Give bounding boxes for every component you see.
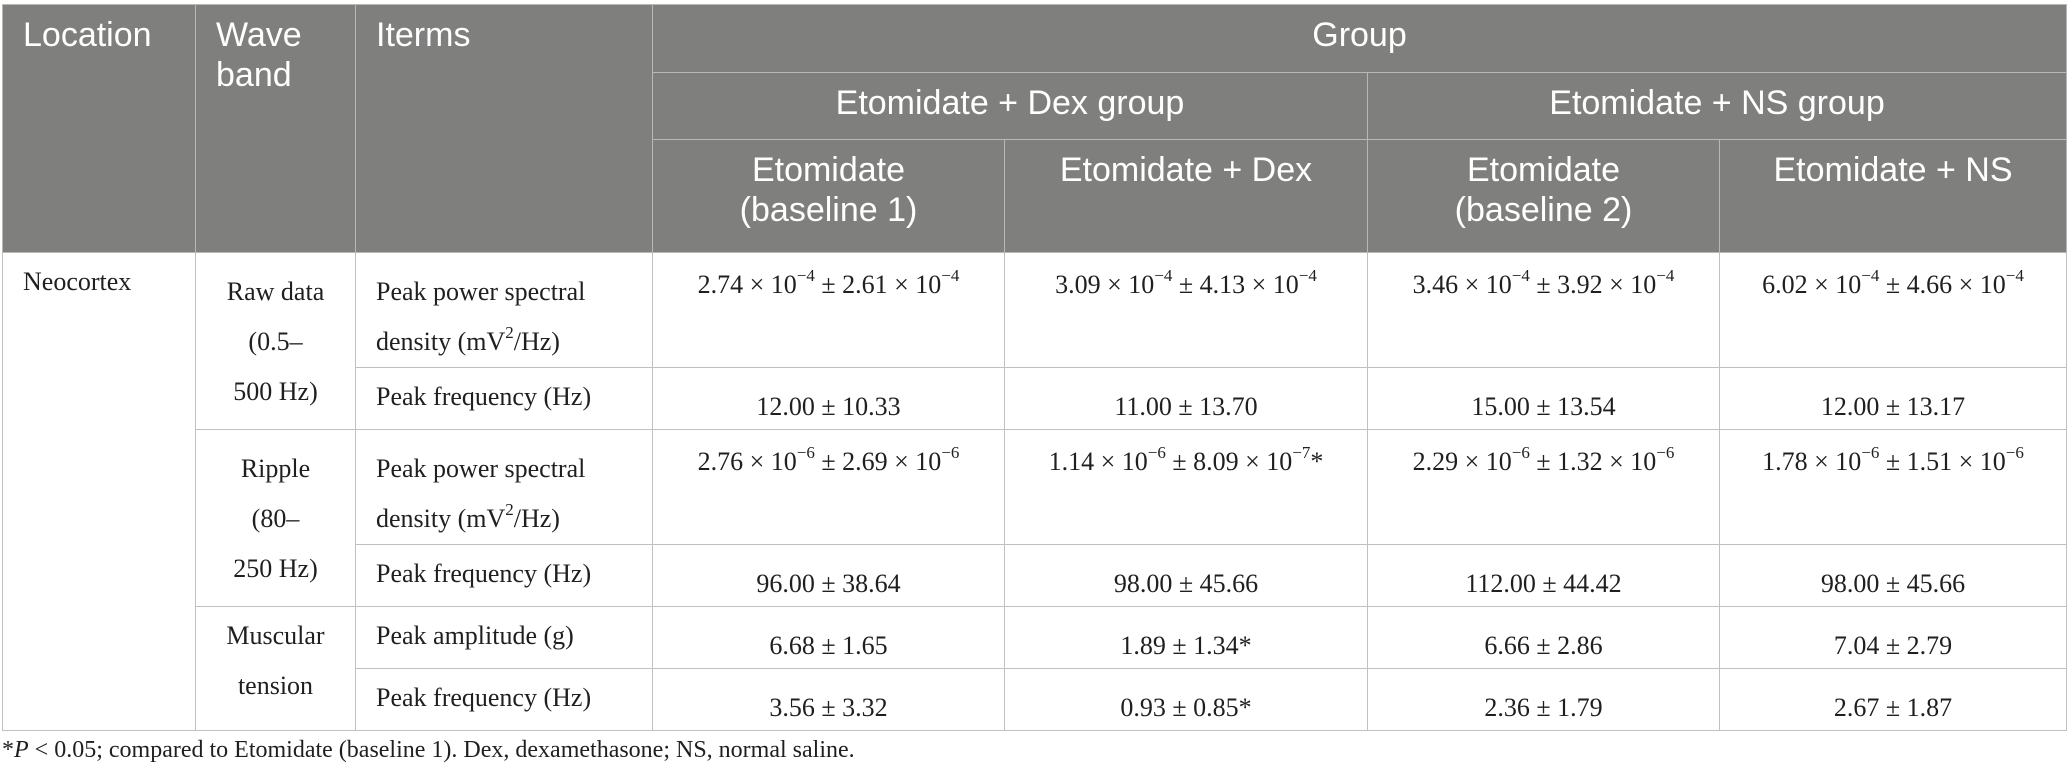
value-cell: 12.00 ± 13.17 — [1719, 367, 2067, 430]
table-row: Peak frequency (Hz) 96.00 ± 38.64 98.00 … — [3, 544, 2067, 607]
item-peak-psd: Peak power spectral density (mV2/Hz) — [355, 252, 653, 368]
header-baseline-2-line1: Etomidate — [1466, 151, 1621, 189]
header-ns-group: Etomidate + NS group — [1367, 72, 2067, 140]
item-peak-psd-line1: Peak power spectral — [376, 277, 586, 306]
band-raw-line2: (0.5– — [248, 327, 303, 356]
location-cell: Neocortex — [2, 252, 196, 731]
header-location: Location — [2, 4, 196, 253]
header-row-3: Etomidate (baseline 1) Etomidate + Dex E… — [3, 139, 2067, 253]
header-group: Group — [652, 4, 2067, 73]
table-footnote: *P < 0.05; compared to Etomidate (baseli… — [2, 737, 855, 764]
band-ripple-line1: Ripple — [240, 454, 311, 483]
header-items: Iterms — [355, 4, 653, 253]
value-cell: 2.29 × 10−6 ± 1.32 × 10−6 — [1367, 429, 1720, 545]
header-baseline-1-line2: (baseline 1) — [739, 191, 918, 229]
footnote-p: P — [14, 737, 29, 763]
header-row-2: Etomidate + Dex group Etomidate + NS gro… — [3, 72, 2067, 140]
value-cell: 12.00 ± 10.33 — [652, 367, 1005, 430]
table-row: Muscular tension Peak amplitude (g) 6.68… — [3, 606, 2067, 731]
header-baseline-2: Etomidate (baseline 2) — [1367, 139, 1720, 253]
value-cell: 6.68 ± 1.65 — [652, 606, 1005, 669]
item-peak-psd-line2: density (mV2/Hz) — [376, 500, 560, 533]
band-ripple: Ripple (80– 250 Hz) — [195, 429, 356, 607]
header-dex-group: Etomidate + Dex group — [652, 72, 1368, 140]
item-peak-amplitude: Peak amplitude (g) — [355, 606, 653, 669]
value-cell: 3.09 × 10−4 ± 4.13 × 10−4 — [1004, 252, 1368, 368]
value-cell: 6.66 ± 2.86 — [1367, 606, 1720, 669]
header-wave-band: Wave band — [195, 4, 356, 253]
value-cell: 2.76 × 10−6 ± 2.69 × 10−6 — [652, 429, 1005, 545]
header-wave-band-line2: band — [216, 56, 292, 94]
header-etomidate-ns: Etomidate + NS — [1719, 139, 2067, 253]
table-row: Neocortex Raw data (0.5– 500 Hz) Peak po… — [2, 252, 2067, 731]
band-raw-line1: Raw data — [226, 277, 325, 306]
table-row: Peak frequency (Hz) 3.56 ± 3.32 0.93 ± 0… — [3, 668, 2067, 731]
band-raw-data: Raw data (0.5– 500 Hz) — [195, 252, 356, 430]
value-cell: 2.74 × 10−4 ± 2.61 × 10−4 — [652, 252, 1005, 368]
item-peak-psd: Peak power spectral density (mV2/Hz) — [355, 429, 653, 545]
band-muscular-line1: Muscular — [226, 621, 325, 650]
value-cell: 1.14 × 10−6 ± 8.09 × 10−7* — [1004, 429, 1368, 545]
value-cell: 2.67 ± 1.87 — [1719, 668, 2067, 731]
table-row: Ripple (80– 250 Hz) Peak power spectral … — [3, 429, 2067, 607]
band-raw-line3: 500 Hz) — [233, 377, 318, 406]
band-ripple-line3: 250 Hz) — [233, 554, 318, 583]
header-baseline-1: Etomidate (baseline 1) — [652, 139, 1005, 253]
item-peak-frequency: Peak frequency (Hz) — [355, 367, 653, 430]
value-cell: 15.00 ± 13.54 — [1367, 367, 1720, 430]
band-muscular-line2: tension — [237, 671, 314, 700]
header-etomidate-dex: Etomidate + Dex — [1004, 139, 1368, 253]
value-cell: 96.00 ± 38.64 — [652, 544, 1005, 607]
value-cell: 0.93 ± 0.85* — [1004, 668, 1368, 731]
value-cell: 2.36 ± 1.79 — [1367, 668, 1720, 731]
item-peak-frequency: Peak frequency (Hz) — [355, 668, 653, 731]
value-cell: 6.02 × 10−4 ± 4.66 × 10−4 — [1719, 252, 2067, 368]
value-cell: 112.00 ± 44.42 — [1367, 544, 1720, 607]
band-muscular-tension: Muscular tension — [195, 606, 356, 731]
value-cell: 98.00 ± 45.66 — [1004, 544, 1368, 607]
value-cell: 7.04 ± 2.79 — [1719, 606, 2067, 669]
item-peak-psd-line1: Peak power spectral — [376, 454, 586, 483]
header-row-1: Location Wave band Iterms Group — [2, 4, 2067, 253]
value-cell: 1.78 × 10−6 ± 1.51 × 10−6 — [1719, 429, 2067, 545]
results-table: Location Wave band Iterms Group Etomidat… — [2, 4, 2067, 731]
value-cell: 3.56 ± 3.32 — [652, 668, 1005, 731]
value-cell: 98.00 ± 45.66 — [1719, 544, 2067, 607]
item-peak-frequency: Peak frequency (Hz) — [355, 544, 653, 607]
footnote-star: * — [2, 737, 14, 763]
header-baseline-1-line1: Etomidate — [751, 151, 906, 189]
item-peak-psd-line2: density (mV2/Hz) — [376, 323, 560, 356]
band-ripple-line2: (80– — [251, 504, 300, 533]
footnote-text: < 0.05; compared to Etomidate (baseline … — [28, 737, 855, 763]
header-wave-band-line1: Wave — [216, 16, 302, 54]
header-baseline-2-line2: (baseline 2) — [1454, 191, 1633, 229]
value-cell: 11.00 ± 13.70 — [1004, 367, 1368, 430]
value-cell: 3.46 × 10−4 ± 3.92 × 10−4 — [1367, 252, 1720, 368]
value-cell: 1.89 ± 1.34* — [1004, 606, 1368, 669]
